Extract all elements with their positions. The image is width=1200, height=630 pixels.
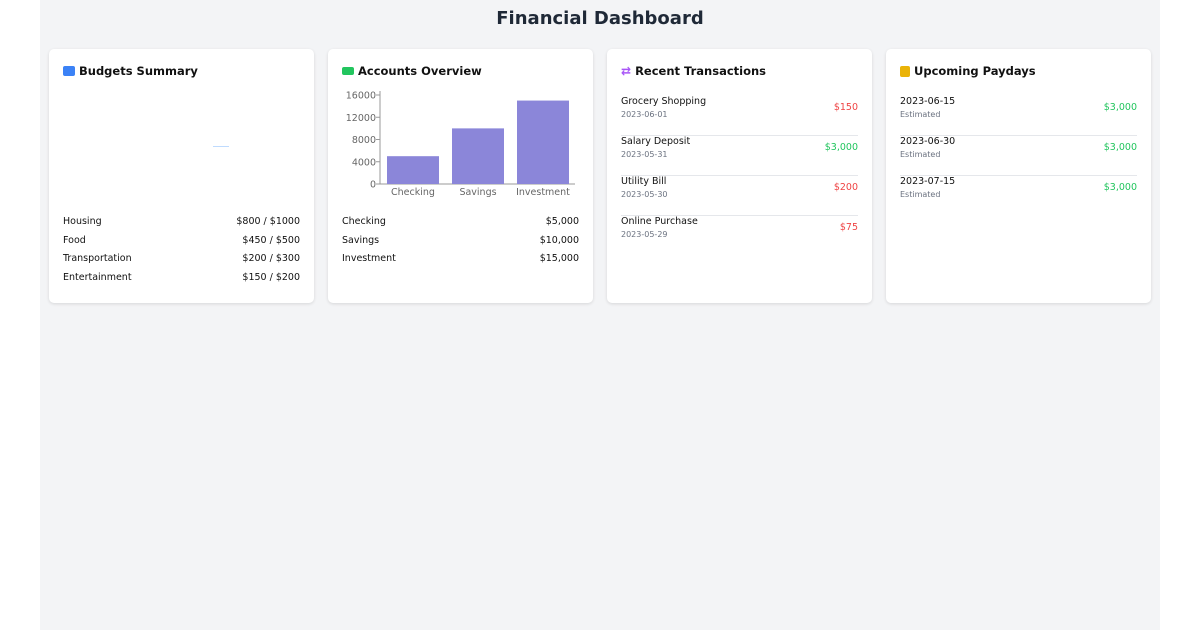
card-title: Upcoming Paydays <box>914 64 1036 78</box>
bar-investment <box>517 100 569 184</box>
budget-row: Food $450 / $500 <box>63 235 300 246</box>
card-title: Accounts Overview <box>358 64 482 78</box>
account-row: Savings $10,000 <box>342 235 579 246</box>
y-tick-label: 0 <box>370 180 376 191</box>
transaction-item[interactable]: Online Purchase 2023-05-29 $75 <box>621 216 858 239</box>
budget-row: Entertainment $150 / $200 <box>63 272 300 283</box>
x-tick-label: Checking <box>391 187 435 198</box>
budget-row: Transportation $200 / $300 <box>63 253 300 264</box>
accounts-card: Accounts Overview 0 4000 8000 12000 16000 Che… <box>328 49 593 303</box>
transaction-item[interactable]: Grocery Shopping 2023-06-01 $150 <box>621 96 858 136</box>
payday-item: 2023-06-30 Estimated $3,000 <box>900 136 1137 176</box>
budget-chart <box>213 146 229 147</box>
card-title: Recent Transactions <box>635 64 767 78</box>
paydays-card: Upcoming Paydays 2023-06-15 Estimated $3,0… <box>886 49 1151 303</box>
money-bill-icon <box>342 67 354 75</box>
account-row: Checking $5,000 <box>342 216 579 227</box>
calendar-icon <box>900 65 910 77</box>
payday-item: 2023-07-15 Estimated $3,000 <box>900 176 1137 199</box>
y-tick-label: 4000 <box>352 157 376 168</box>
budget-row: Housing $800 / $1000 <box>63 216 300 227</box>
payday-item: 2023-06-15 Estimated $3,000 <box>900 96 1137 136</box>
transaction-item[interactable]: Utility Bill 2023-05-30 $200 <box>621 176 858 216</box>
wallet-icon <box>63 66 75 76</box>
dashboard: Financial Dashboard Budgets Summary Hous… <box>40 0 1160 630</box>
page-title: Financial Dashboard <box>496 8 704 29</box>
exchange-icon: ⇄ <box>621 64 632 78</box>
bar-checking <box>387 156 439 184</box>
y-tick-label: 16000 <box>346 91 376 102</box>
account-row: Investment $15,000 <box>342 253 579 264</box>
x-tick-label: Savings <box>459 187 496 198</box>
transactions-card: ⇄ Recent Transactions Grocery Shopping 202… <box>607 49 872 303</box>
bar-savings <box>452 128 504 184</box>
budgets-card: Budgets Summary Housing $800 / $1000 Food… <box>49 49 314 303</box>
transaction-item[interactable]: Salary Deposit 2023-05-31 $3,000 <box>621 136 858 176</box>
card-title: Budgets Summary <box>79 64 198 78</box>
x-tick-label: Investment <box>516 187 570 198</box>
accounts-bar-chart: 0 4000 8000 12000 16000 Checking Savings Invest… <box>346 91 575 198</box>
y-tick-label: 12000 <box>346 113 376 124</box>
y-tick-label: 8000 <box>352 135 376 146</box>
